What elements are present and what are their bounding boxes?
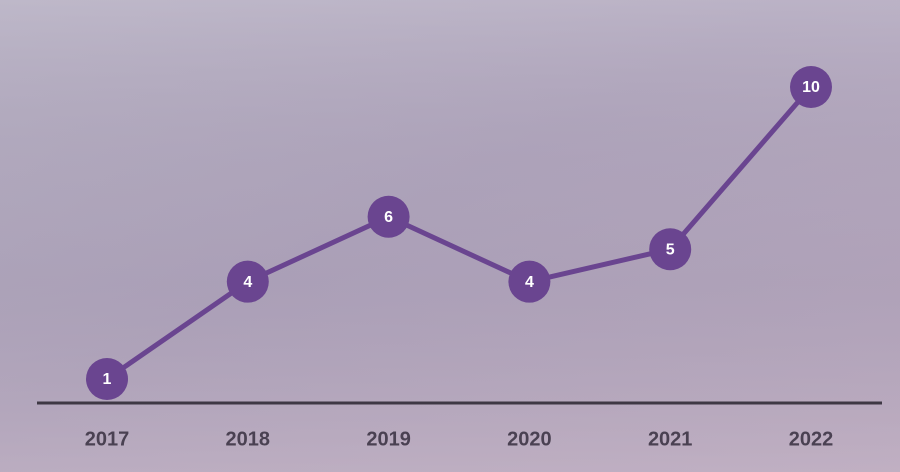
chart: 2017 2018 2019 2020 2021 2022 1 4 6 4 5 10: [0, 0, 900, 472]
data-label: 6: [384, 209, 393, 226]
data-label: 10: [802, 79, 820, 96]
data-label: 1: [103, 371, 112, 388]
x-tick-label: 2019: [366, 428, 411, 450]
x-tick-label: 2022: [789, 428, 834, 450]
x-tick-label: 2021: [648, 428, 693, 450]
x-tick-label: 2017: [85, 428, 130, 450]
x-tick-label: 2018: [226, 428, 271, 450]
x-tick-label: 2020: [507, 428, 552, 450]
background-overlay: [0, 0, 900, 472]
data-label: 5: [666, 241, 675, 258]
data-label: 4: [525, 274, 534, 291]
data-label: 4: [243, 274, 252, 291]
